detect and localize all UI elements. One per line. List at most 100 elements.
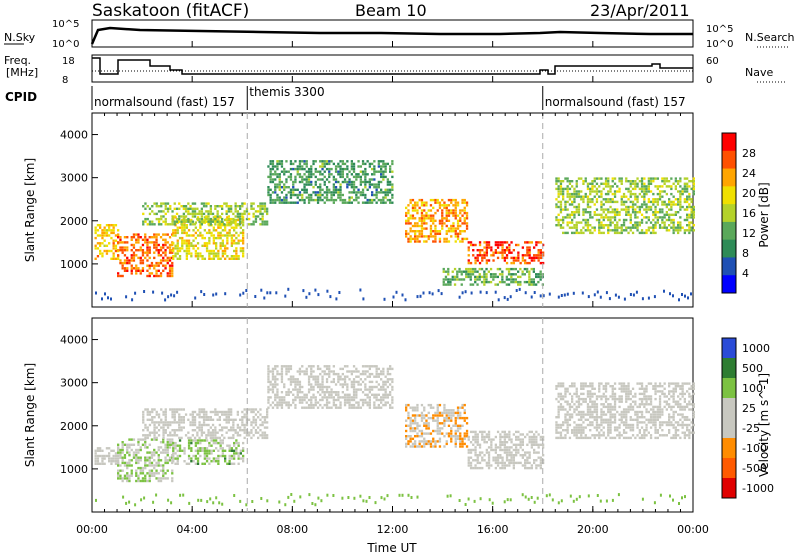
heatmap-cell bbox=[487, 270, 490, 273]
heatmap-cell bbox=[137, 438, 140, 441]
heatmap-cell bbox=[210, 257, 213, 260]
heatmap-cell bbox=[166, 434, 170, 437]
heatmap-cell bbox=[202, 202, 206, 205]
heatmap-cell bbox=[591, 434, 594, 437]
heatmap-cell bbox=[425, 201, 428, 204]
heatmap-cell bbox=[683, 185, 686, 188]
heatmap-cell bbox=[341, 201, 344, 204]
heatmap-cell bbox=[609, 200, 612, 204]
heatmap-cell bbox=[656, 200, 659, 204]
heatmap-cell bbox=[334, 383, 338, 386]
heatmap-cell bbox=[236, 423, 239, 427]
heatmap-cell bbox=[166, 241, 169, 244]
heatmap-cell bbox=[325, 388, 329, 391]
heatmap-cell bbox=[589, 400, 592, 403]
heatmap-cell bbox=[278, 396, 281, 399]
heatmap-cell bbox=[577, 405, 581, 409]
heatmap-cell bbox=[205, 215, 208, 218]
heatmap-cell bbox=[216, 210, 219, 213]
heatmap-cell bbox=[285, 193, 288, 197]
heatmap-cell bbox=[275, 291, 278, 295]
heatmap-cell bbox=[515, 443, 518, 446]
heatmap-cell bbox=[580, 410, 583, 414]
heatmap-cell bbox=[214, 413, 217, 416]
heatmap-cell bbox=[123, 269, 127, 272]
heatmap-cell bbox=[562, 208, 565, 211]
heatmap-cell bbox=[198, 413, 201, 416]
heatmap-cell bbox=[232, 429, 235, 432]
heatmap-cell bbox=[584, 397, 587, 401]
heatmap-cell bbox=[462, 278, 466, 281]
heatmap-cell bbox=[526, 443, 529, 446]
heatmap-cell bbox=[467, 259, 470, 262]
heatmap-cell bbox=[501, 456, 504, 459]
heatmap-cell bbox=[485, 433, 488, 436]
heatmap-cell bbox=[563, 293, 566, 297]
heatmap-cell bbox=[392, 295, 395, 299]
heatmap-cell bbox=[480, 275, 484, 279]
heatmap-cell bbox=[343, 378, 347, 381]
heatmap-cell bbox=[420, 201, 424, 204]
heatmap-cell bbox=[200, 290, 203, 294]
heatmap-cell bbox=[668, 229, 671, 232]
heatmap-cell bbox=[407, 403, 410, 407]
heatmap-cell bbox=[221, 242, 224, 245]
heatmap-cell bbox=[162, 431, 165, 434]
heatmap-cell bbox=[243, 431, 246, 434]
heatmap-cell bbox=[474, 261, 477, 265]
heatmap-cell bbox=[577, 413, 581, 416]
heatmap-cell bbox=[559, 392, 563, 396]
heatmap-cell bbox=[162, 441, 165, 444]
heatmap-cell bbox=[683, 218, 686, 222]
heatmap-cell bbox=[141, 254, 145, 257]
heatmap-cell bbox=[319, 170, 322, 173]
heatmap-cell bbox=[661, 216, 664, 219]
heatmap-cell bbox=[278, 173, 281, 176]
heatmap-cell bbox=[334, 198, 338, 202]
heatmap-cell bbox=[257, 210, 260, 213]
heatmap-cell bbox=[459, 406, 462, 409]
heatmap-cell bbox=[515, 446, 518, 449]
heatmap-cell bbox=[178, 215, 181, 218]
heatmap-cell bbox=[450, 432, 453, 435]
heatmap-cell bbox=[386, 372, 389, 376]
heatmap-cell bbox=[600, 434, 603, 437]
heatmap-cell bbox=[221, 441, 224, 445]
heatmap-cell bbox=[236, 215, 239, 218]
heatmap-cell bbox=[456, 237, 460, 241]
heatmap-cell bbox=[172, 249, 175, 253]
heatmap-cell bbox=[507, 283, 511, 286]
heatmap-cell bbox=[679, 185, 682, 188]
heatmap-cell bbox=[427, 424, 430, 427]
heatmap-cell bbox=[515, 243, 518, 247]
heatmap-cell bbox=[530, 438, 533, 441]
heatmap-cell bbox=[144, 466, 147, 470]
heatmap-cell bbox=[573, 426, 576, 429]
heatmap-cell bbox=[373, 186, 376, 189]
heatmap-cell bbox=[386, 183, 389, 186]
heatmap-cell bbox=[445, 240, 448, 243]
heatmap-cell bbox=[461, 222, 464, 225]
heatmap-cell bbox=[533, 246, 536, 249]
heatmap-cell bbox=[368, 385, 371, 389]
heatmap-cell bbox=[153, 264, 156, 267]
heatmap-cell bbox=[332, 380, 335, 384]
heatmap-cell bbox=[443, 403, 446, 407]
heatmap-cell bbox=[429, 209, 433, 212]
heatmap-cell bbox=[212, 242, 215, 245]
heatmap-cell bbox=[159, 254, 163, 257]
heatmap-cell bbox=[250, 429, 253, 432]
heatmap-cell bbox=[211, 436, 215, 440]
heatmap-cell bbox=[239, 217, 242, 221]
heatmap-cell bbox=[600, 192, 603, 196]
heatmap-cell bbox=[146, 223, 149, 226]
heatmap-cell bbox=[566, 200, 569, 204]
heatmap-cell bbox=[296, 188, 299, 191]
heatmap-cell bbox=[103, 462, 106, 465]
heatmap-cell bbox=[192, 229, 195, 232]
heatmap-cell bbox=[389, 167, 392, 171]
heatmap-cell bbox=[652, 226, 655, 229]
heatmap-cell bbox=[465, 275, 468, 279]
heatmap-cell bbox=[407, 411, 410, 415]
heatmap-cell bbox=[375, 380, 378, 384]
